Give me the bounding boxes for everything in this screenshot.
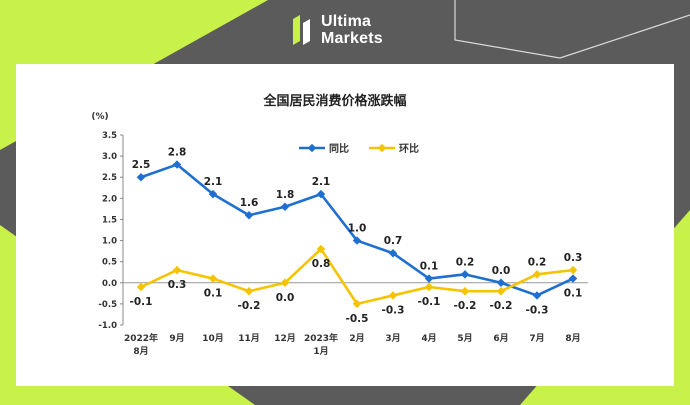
data-label-mom: -0.2 — [490, 300, 513, 312]
x-tick-label: 1月 — [313, 346, 328, 357]
x-tick-label: 3月 — [385, 333, 400, 344]
deco-line — [454, 0, 561, 59]
y-tick-label: 3.0 — [102, 152, 117, 162]
data-label-yoy: 1.6 — [240, 197, 259, 209]
data-label-yoy: 0.1 — [564, 288, 583, 300]
x-tick-label: 11月 — [238, 333, 260, 344]
chart-title: 全国居民消费价格涨跌幅 — [262, 93, 406, 109]
legend-marker — [377, 143, 387, 153]
data-point — [352, 299, 362, 309]
data-label-mom: 0.0 — [276, 292, 295, 304]
brand-line-2: Markets — [321, 30, 383, 47]
data-point — [280, 202, 290, 212]
data-label-yoy: 1.0 — [348, 223, 367, 235]
data-point — [424, 274, 434, 283]
x-tick-label: 2022年 — [124, 332, 158, 344]
data-label-yoy: 2.1 — [204, 176, 223, 188]
data-point — [460, 270, 470, 279]
data-label-mom: 0.1 — [204, 288, 223, 300]
data-label-yoy: 2.5 — [132, 159, 151, 171]
data-label-mom: 0.2 — [528, 256, 547, 268]
data-point — [424, 282, 434, 292]
y-tick-label: 1.0 — [102, 237, 117, 247]
y-tick-label: -0.5 — [98, 300, 117, 310]
data-label-mom: -0.3 — [382, 304, 405, 316]
data-label-mom: 0.8 — [312, 258, 331, 270]
x-tick-label: 5月 — [457, 333, 472, 344]
data-label-mom: -0.2 — [238, 300, 261, 312]
data-label-yoy: -0.3 — [526, 304, 549, 316]
data-label-mom: -0.1 — [418, 296, 441, 308]
data-point — [568, 274, 578, 283]
y-tick-label: 1.5 — [102, 215, 117, 225]
data-label-layer: 2.5 2.8 2.1 1.6 1.8 2.1 1.0 0.7 0.1 0.2 0.0 -0.3 0.1… — [130, 147, 583, 325]
x-tick-label: 6月 — [493, 333, 508, 344]
x-tick-label: 7月 — [529, 333, 544, 344]
data-label-mom: -0.2 — [454, 300, 477, 312]
chart-panel: 全国居民消费价格涨跌幅 (%) 3.5 3.0 2.5 2.0 1.5 1.0 0.5 0.0… — [16, 64, 674, 386]
data-point — [532, 270, 542, 279]
data-label-yoy: 0.7 — [384, 235, 403, 247]
data-label-yoy: 2.1 — [312, 176, 331, 188]
data-label-mom: 0.3 — [564, 252, 583, 264]
x-tick-label: 8月 — [565, 333, 580, 344]
legend-label: 环比 — [399, 142, 419, 155]
data-point — [388, 248, 398, 258]
data-point — [388, 291, 398, 300]
data-label-mom: -0.1 — [130, 296, 153, 308]
data-point — [496, 286, 506, 296]
y-tick-label: 0.0 — [102, 279, 117, 289]
data-point — [136, 282, 146, 292]
y-tick-label: -1.0 — [98, 321, 117, 331]
axis-layer: 3.5 3.0 2.5 2.0 1.5 1.0 0.5 0.0 -0.5 -1.0 2022年 8月 9… — [98, 131, 588, 357]
data-label-yoy: 0.2 — [456, 256, 475, 268]
y-axis-unit: (%) — [91, 112, 108, 122]
series-layer — [136, 160, 578, 309]
x-tick-label: 12月 — [274, 333, 296, 344]
data-point — [172, 265, 182, 275]
x-tick-label: 8月 — [133, 346, 148, 357]
legend: 同比 环比 — [299, 142, 419, 155]
data-label-mom: -0.5 — [346, 313, 369, 325]
data-point — [208, 274, 218, 283]
data-label-yoy: 1.8 — [276, 189, 295, 201]
x-tick-label: 10月 — [202, 333, 224, 344]
data-point — [532, 291, 542, 300]
data-label-mom: 0.3 — [168, 279, 187, 291]
y-tick-label: 0.5 — [102, 258, 117, 268]
deco-line-2 — [559, 14, 690, 59]
x-tick-label: 4月 — [421, 333, 436, 344]
brand-wordmark: Ultima Markets — [321, 13, 383, 47]
x-tick-label: 2023年 — [304, 332, 338, 344]
data-point — [316, 189, 326, 199]
data-point — [244, 286, 254, 296]
x-tick-label: 9月 — [169, 333, 184, 344]
data-point — [496, 278, 506, 288]
data-label-yoy: 0.1 — [420, 261, 439, 273]
data-label-yoy: 2.8 — [168, 147, 187, 159]
data-point — [460, 286, 470, 296]
ultima-logo-icon — [293, 15, 310, 45]
x-tick-label: 2月 — [349, 333, 364, 344]
y-tick-label: 2.0 — [102, 194, 117, 204]
data-point — [352, 236, 362, 245]
cpi-line-chart: 全国居民消费价格涨跌幅 (%) 3.5 3.0 2.5 2.0 1.5 1.0 0.5 0.0… — [91, 93, 588, 357]
legend-label: 同比 — [329, 142, 349, 155]
data-point — [136, 172, 146, 182]
legend-marker — [307, 143, 317, 153]
y-tick-label: 3.5 — [102, 131, 117, 141]
y-tick-label: 2.5 — [102, 173, 117, 183]
brand-line-1: Ultima — [321, 13, 372, 30]
data-point — [208, 189, 218, 199]
data-point — [568, 265, 578, 275]
data-point — [316, 244, 326, 254]
data-point — [244, 210, 254, 220]
brand-logo: Ultima Markets — [293, 13, 383, 47]
data-point — [172, 160, 182, 169]
data-label-yoy: 0.0 — [492, 265, 511, 277]
data-point — [280, 278, 290, 288]
